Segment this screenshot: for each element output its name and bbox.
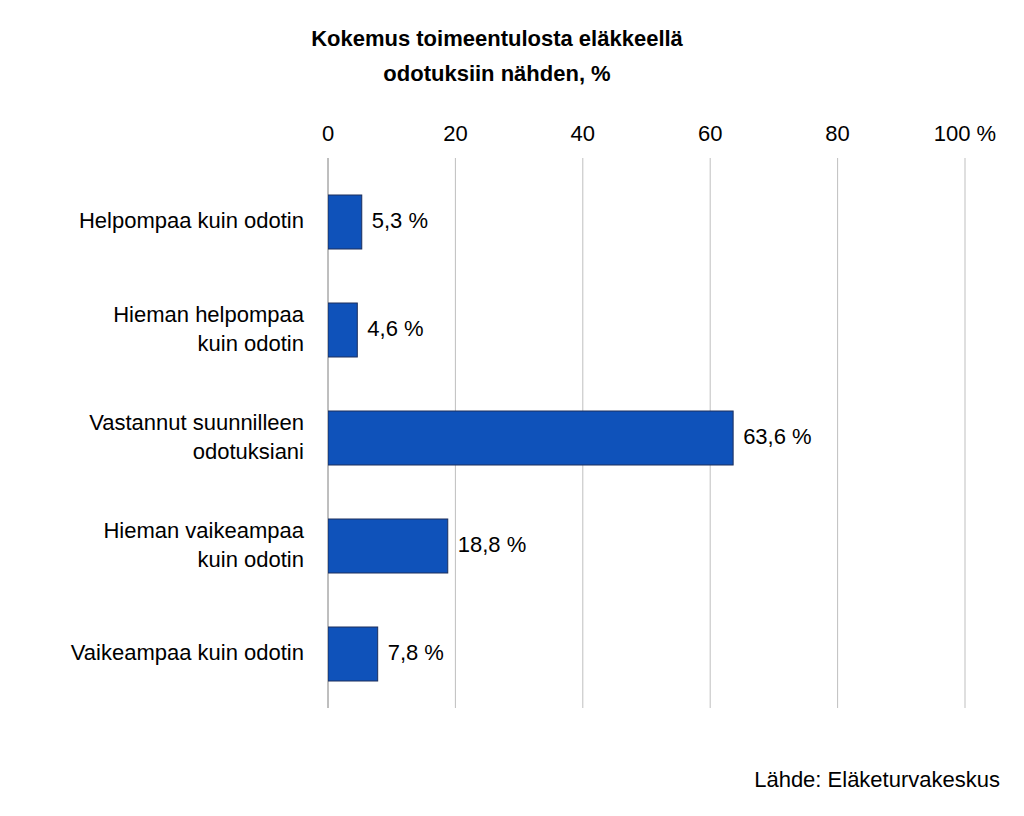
grid-line <box>965 158 966 708</box>
category-label: Vastannut suunnilleenodotuksiani <box>89 409 304 463</box>
title: Kokemus toimeentulosta eläkkeelläodotuks… <box>311 25 683 85</box>
data-label: 5,3 % <box>372 208 428 233</box>
data-label: 18,8 % <box>458 532 526 557</box>
grid <box>328 158 965 708</box>
category-label: Hieman vaikeampaakuin odotin <box>103 517 304 571</box>
tick-label: 0 <box>322 121 334 146</box>
category-label: Helpompaa kuin odotin <box>79 208 304 233</box>
tick-label: 60 <box>698 121 722 146</box>
chart: Kokemus toimeentulosta eläkkeelläodotuks… <box>0 0 1024 816</box>
bar <box>328 627 378 681</box>
bar <box>328 303 357 357</box>
category-label: Vaikeampaa kuin odotin <box>71 640 304 665</box>
source: Lähde: Eläketurvakeskus <box>754 767 1000 792</box>
bars <box>328 195 733 681</box>
tick-label: 100 % <box>934 121 996 146</box>
tick-label: 80 <box>825 121 849 146</box>
bar <box>328 519 448 573</box>
data-label: 63,6 % <box>743 424 812 449</box>
data-label: 7,8 % <box>388 640 444 665</box>
labels: 5,3 % Helpompaa kuin odotin 4,6 % Hieman he… <box>71 208 812 665</box>
bar <box>328 411 733 465</box>
tick-label: 40 <box>571 121 595 146</box>
grid-line <box>837 158 838 708</box>
tick-label: 20 <box>443 121 467 146</box>
bar <box>328 195 362 249</box>
data-label: 4,6 % <box>367 316 423 341</box>
category-label: Hieman helpompaakuin odotin <box>113 301 305 355</box>
